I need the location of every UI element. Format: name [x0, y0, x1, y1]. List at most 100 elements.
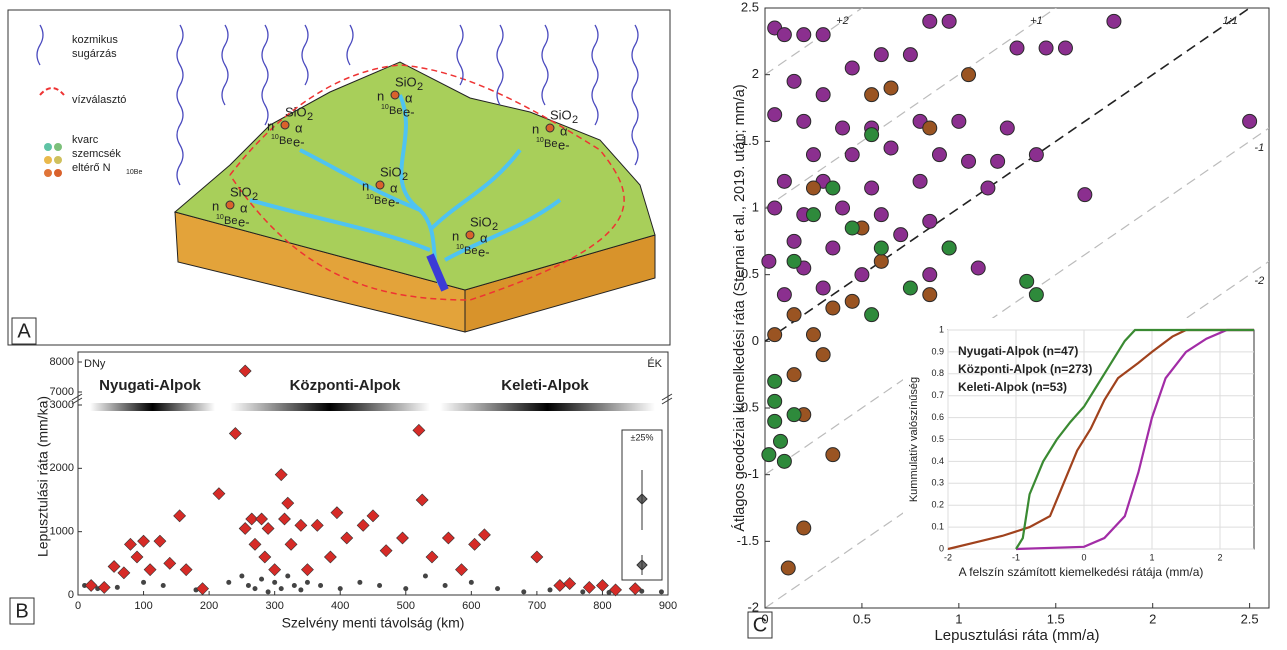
grain-neutron: n	[452, 228, 459, 243]
data-point	[805, 147, 821, 163]
grain-electron: e-	[403, 104, 415, 119]
grain-mineral-sub: 2	[252, 191, 258, 203]
data-point	[805, 180, 821, 196]
data-point	[258, 550, 272, 564]
grain-electron: e-	[558, 137, 570, 152]
diagram-legend: kozmikus sugárzás vízválasztó kvarc szemcsék…	[72, 34, 142, 176]
grain-mineral-sub: 2	[572, 114, 578, 126]
data-point	[563, 577, 577, 591]
data-point	[245, 583, 251, 588]
data-point	[238, 522, 252, 535]
data-point	[835, 120, 851, 136]
data-point	[310, 518, 324, 532]
x-tick-label: 0	[1081, 552, 1086, 562]
y-tick-label: 0.5	[931, 434, 944, 444]
data-point	[796, 27, 812, 43]
axis-break	[71, 393, 673, 405]
data-point	[160, 583, 166, 588]
grain	[280, 120, 290, 130]
data-point	[931, 147, 947, 163]
data-point	[323, 550, 337, 564]
y-tick-label: -0.5	[737, 399, 759, 414]
data-point	[357, 579, 363, 585]
data-point	[980, 180, 996, 196]
grain-alpha: α	[480, 230, 488, 245]
data-point	[212, 487, 226, 501]
legend-text: szemcsék	[72, 148, 121, 160]
data-point	[1019, 273, 1035, 289]
data-point	[796, 520, 812, 536]
x-tick-label: 300	[265, 600, 283, 612]
ref-line-label: -1	[1254, 142, 1264, 154]
legend-grain	[54, 156, 62, 164]
ref-line	[765, 8, 1252, 342]
x-tick-label: 200	[200, 600, 218, 612]
data-point	[883, 80, 899, 96]
data-point	[238, 364, 252, 378]
legend-grain	[44, 143, 52, 151]
data-point	[268, 563, 282, 577]
data-point	[639, 588, 645, 594]
ref-line-label: -2	[1254, 275, 1264, 287]
grain-electron: e-	[293, 134, 305, 149]
data-point	[1242, 113, 1258, 129]
data-point	[278, 586, 284, 592]
y-tick-label: -1.5	[737, 533, 759, 548]
grain-nuclide-sup: 10	[216, 214, 224, 221]
x-tick-label: 2	[1217, 552, 1222, 562]
grain-nuclide-sup: 10	[366, 194, 374, 201]
data-point	[773, 433, 789, 449]
y-tick-label: 0.2	[931, 500, 944, 510]
x-tick-label: 0.5	[853, 611, 871, 626]
data-point	[141, 579, 147, 585]
grain-alpha: α	[405, 90, 413, 105]
grain-mineral: SiO	[380, 164, 402, 179]
ref-line-label: 1:1	[1223, 15, 1238, 27]
data-point	[873, 47, 889, 63]
y-tick-label: 0.6	[931, 412, 944, 422]
error-example	[636, 470, 648, 575]
data-point	[844, 147, 860, 163]
x-tick-label: 700	[528, 600, 546, 612]
x-tick-label: 800	[593, 600, 611, 612]
y-tick-label: 0.7	[931, 390, 944, 400]
grain-nuclide: Be	[224, 215, 237, 227]
data-point	[301, 563, 314, 577]
data-point	[786, 307, 802, 323]
x-tick-label: -1	[1012, 552, 1020, 562]
y-axis-label: Átlagos geodéziai kiemelkedési ráta (Ste…	[731, 84, 748, 531]
legend-entry: Keleti-Alpok (n=53)	[958, 380, 1067, 394]
cdf-line	[1015, 328, 1254, 550]
data-point	[922, 213, 938, 229]
y-tick-label: 1000	[50, 526, 74, 538]
data-point	[767, 373, 783, 389]
data-point	[396, 531, 409, 545]
y-tick-label: 1	[752, 199, 759, 214]
x-tick-label: 2.5	[1241, 611, 1259, 626]
data-point	[478, 528, 491, 542]
data-point	[130, 550, 144, 564]
panel-a: kozmikus sugárzás vízválasztó kvarc szemcsék…	[7, 9, 671, 346]
data-point	[873, 207, 889, 223]
x-axis-label: Lepusztulási ráta (mm/a)	[934, 627, 1099, 644]
data-point	[864, 127, 880, 143]
grain-alpha: α	[560, 123, 568, 138]
data-point	[805, 207, 821, 223]
region-label: Keleti-Alpok	[501, 377, 589, 394]
legend-text: eltérő N	[72, 162, 111, 174]
data-point	[999, 120, 1015, 136]
x-tick-label: 600	[462, 600, 480, 612]
y-tick-label: 0.3	[931, 478, 944, 488]
data-point	[767, 327, 783, 343]
data-point	[582, 580, 596, 594]
data-point	[922, 267, 938, 283]
data-point	[761, 253, 777, 269]
data-point	[844, 220, 860, 236]
y-tick-label: 1.5	[741, 133, 759, 148]
data-point	[196, 582, 209, 596]
grain-mineral: SiO	[230, 184, 252, 199]
data-point	[609, 583, 622, 597]
x-tick-label: 0	[761, 611, 768, 626]
data-point	[468, 537, 482, 551]
data-point	[261, 522, 275, 535]
